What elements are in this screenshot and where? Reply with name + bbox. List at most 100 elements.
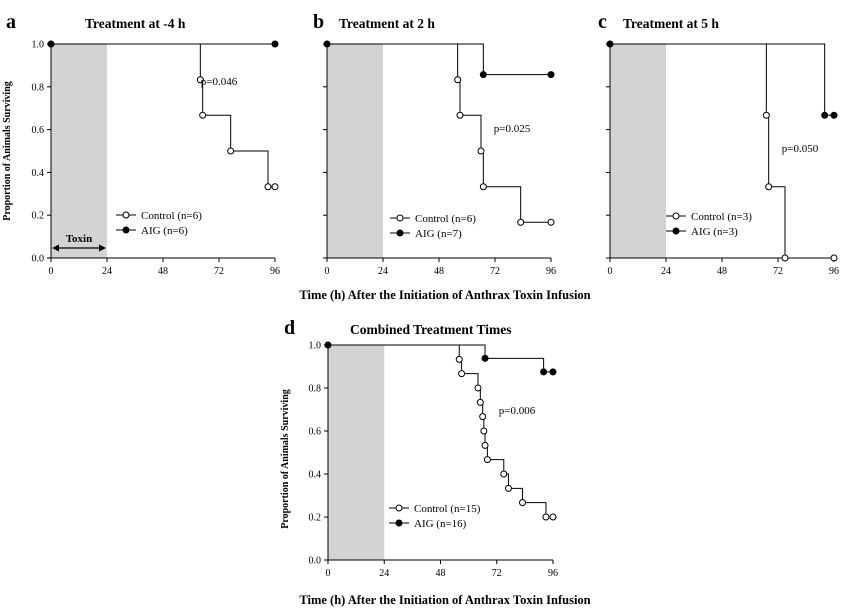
panel-title: Treatment at 5 h	[623, 16, 719, 31]
panel-title: Treatment at -4 h	[85, 16, 186, 31]
toxin-infusion-region	[327, 44, 383, 258]
p-value-label: p=0.006	[499, 405, 536, 417]
legend: Control (n=6) AIG (n=6)	[116, 210, 202, 237]
y-tick-label: 0.4	[309, 470, 322, 481]
p-value-label: p=0.046	[201, 76, 238, 88]
control-data-point	[455, 355, 463, 363]
control-data-point	[500, 470, 508, 478]
legend: Control (n=15) AIG (n=16)	[389, 503, 481, 530]
control-data-point	[479, 183, 487, 191]
aig-data-point	[324, 341, 332, 349]
control-data-point	[517, 218, 525, 226]
legend-label: AIG (n=7)	[415, 228, 462, 240]
control-data-point	[474, 384, 482, 392]
x-tick-label: 0	[608, 266, 613, 277]
legend: Control (n=3) AIG (n=3)	[666, 211, 752, 238]
aig-data-point	[549, 368, 557, 376]
control-data-point	[765, 183, 773, 191]
control-data-point	[454, 76, 462, 84]
y-tick-label: 0.6	[309, 427, 322, 438]
y-tick-label: 0.6	[32, 125, 45, 136]
y-tick-label: 0.4	[32, 168, 45, 179]
control-data-point	[271, 183, 279, 191]
legend-label: Control (n=6)	[141, 210, 202, 222]
aig-data-point	[271, 40, 279, 48]
legend-marker	[395, 519, 403, 527]
aig-data-point	[547, 71, 555, 79]
x-tick-label: 96	[829, 266, 839, 277]
toxin-infusion-region	[328, 345, 385, 560]
x-tick-label: 72	[492, 568, 502, 579]
toxin-label: Toxin	[66, 233, 93, 245]
control-data-point	[762, 111, 770, 119]
control-data-point	[458, 370, 466, 378]
control-data-point	[476, 398, 484, 406]
legend-marker	[672, 227, 680, 235]
panel-letter: c	[598, 11, 607, 33]
x-tick-label: 24	[661, 266, 671, 277]
chart-panel-a: a Treatment at -4 h 0 24 48 72 96 0.0 0.2 0.4 0.6 0…	[2, 11, 280, 277]
legend-marker	[122, 211, 130, 219]
y-tick-label: 0.0	[32, 254, 45, 265]
chart-panel-d: d Combined Treatment Times 0 24 48 72 96 0.0 0.2…	[280, 317, 558, 579]
p-value-label: p=0.050	[782, 143, 819, 155]
legend-label: Control (n=6)	[415, 213, 476, 225]
legend-label: Control (n=3)	[691, 211, 752, 223]
legend-label: Control (n=15)	[414, 503, 481, 515]
chart-panel-b: b Treatment at 2 h 0 24 48 72 96 p=0.025 Control…	[313, 11, 556, 277]
control-data-point	[456, 111, 464, 119]
x-tick-label: 48	[717, 266, 727, 277]
toxin-arrow-head-left	[52, 244, 59, 252]
aig-data-point	[540, 368, 548, 376]
aig-data-point	[606, 40, 614, 48]
x-tick-label: 24	[379, 568, 389, 579]
x-tick-label: 48	[158, 266, 168, 277]
toxin-arrow-head-right	[99, 244, 106, 252]
legend-label: AIG (n=16)	[414, 518, 467, 530]
legend-label: AIG (n=3)	[691, 226, 738, 238]
control-data-point	[264, 183, 272, 191]
control-survival-curve	[327, 43, 551, 223]
control-data-point	[542, 513, 550, 521]
x-axis-label-bottom: Time (h) After the Initiation of Anthrax…	[299, 593, 590, 607]
control-data-point	[227, 147, 235, 155]
x-tick-label: 72	[214, 266, 224, 277]
toxin-infusion-region	[610, 44, 666, 258]
x-tick-label: 24	[102, 266, 112, 277]
chart-panel-c: c Treatment at 5 h 0 24 48 72 96 p=0.050 Control…	[598, 11, 839, 277]
y-axis-label: Proportion of Animals Surviving	[2, 81, 13, 221]
x-tick-label: 72	[773, 266, 783, 277]
panel-letter: b	[313, 11, 324, 33]
y-tick-label: 0.8	[32, 82, 45, 93]
y-tick-label: 1.0	[32, 40, 45, 51]
aig-survival-curve	[610, 43, 834, 116]
y-tick-label: 0.2	[32, 211, 45, 222]
legend: Control (n=6) AIG (n=7)	[390, 213, 476, 240]
y-tick-label: 0.0	[309, 556, 322, 567]
y-tick-label: 0.2	[309, 513, 322, 524]
control-data-point	[519, 499, 527, 507]
y-tick-label: 0.8	[309, 384, 322, 395]
x-tick-label: 96	[548, 568, 558, 579]
control-survival-curve	[51, 43, 275, 188]
aig-data-point	[830, 111, 838, 119]
aig-data-point	[481, 354, 489, 362]
panel-letter: a	[6, 11, 16, 33]
legend-marker	[396, 229, 404, 237]
x-tick-label: 0	[326, 568, 331, 579]
x-tick-label: 48	[436, 568, 446, 579]
y-axis-label: Proportion of Animals Surviving	[280, 389, 291, 529]
toxin-infusion-region	[51, 44, 107, 258]
legend-label: AIG (n=6)	[141, 225, 188, 237]
aig-data-point	[47, 40, 55, 48]
legend-marker	[672, 212, 680, 220]
control-data-point	[830, 254, 838, 262]
aig-data-point	[323, 40, 331, 48]
legend-marker	[395, 504, 403, 512]
control-data-point	[547, 218, 555, 226]
control-data-point	[477, 147, 485, 155]
control-data-point	[196, 76, 204, 84]
aig-data-point	[479, 71, 487, 79]
control-data-point	[481, 441, 489, 449]
